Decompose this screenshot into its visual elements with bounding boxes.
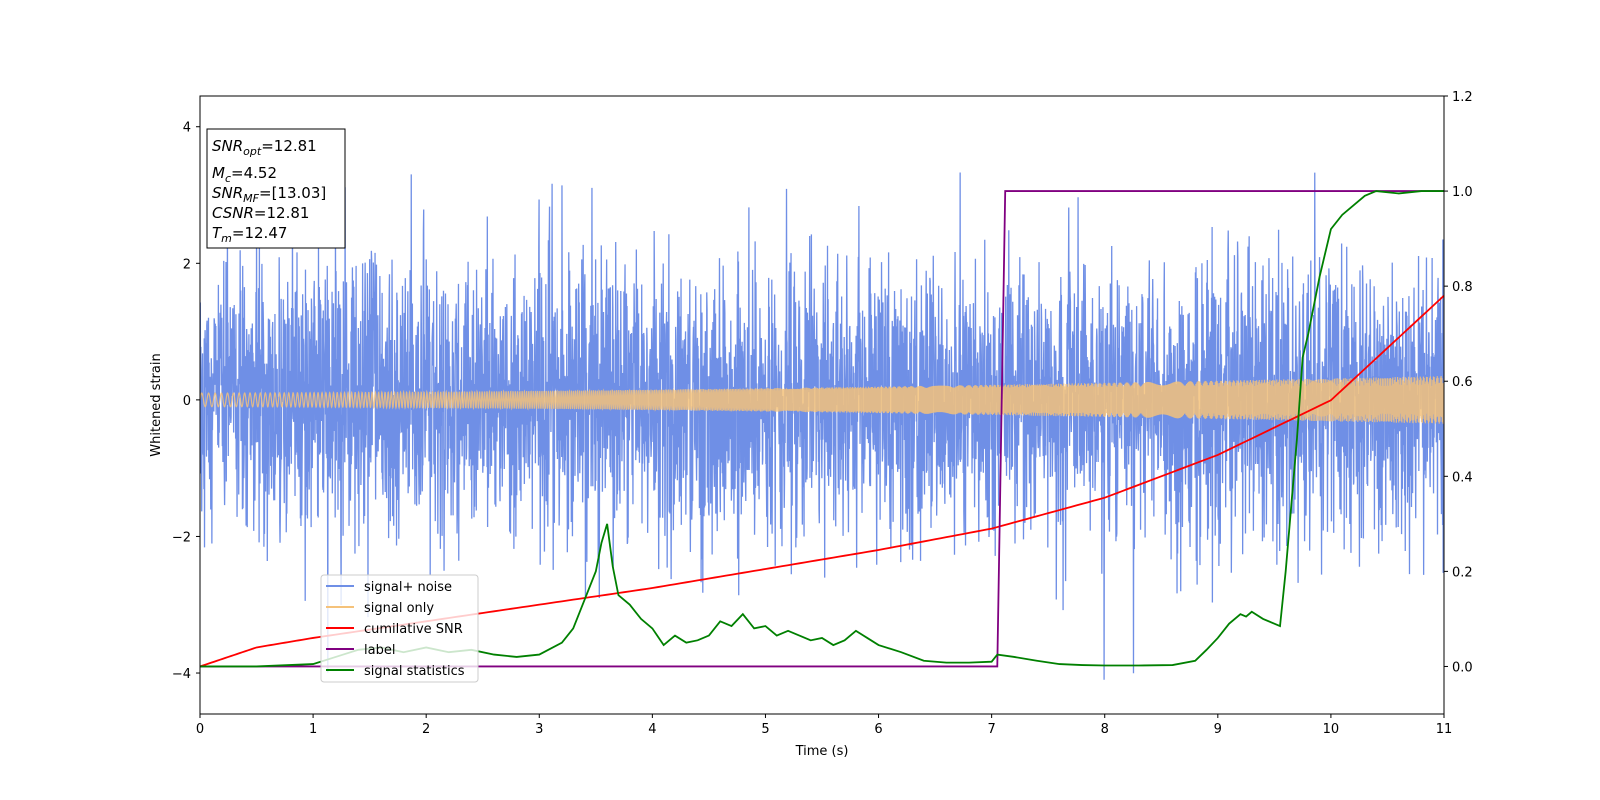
info-tm: Tm=12.47 [212,224,287,245]
series-signal-statistics [200,190,1444,668]
info-snr-opt-sub: opt [243,145,262,158]
x-tick-label: 2 [422,722,430,737]
info-snr-mf: SNRMF=[13.03] [212,184,326,205]
series-label [200,190,1444,668]
series-cumulative-snr [200,294,1444,668]
info-snr-opt-name: SNR [212,137,243,155]
x-tick-label: 11 [1436,722,1453,737]
series-signal-noise [200,172,1444,680]
legend-label-label: label [364,643,395,658]
x-tick-label: 10 [1323,722,1340,737]
info-mc-value: =4.52 [231,164,277,182]
legend-label-signal-only: signal only [364,601,434,616]
series-signal-only [200,376,1444,424]
x-tick-label: 0 [196,722,204,737]
y-axis-label: Whitened strain [149,353,164,456]
y-right-tick-label: 0.6 [1452,375,1473,390]
x-tick-label: 9 [1214,722,1222,737]
info-tm-value: =12.47 [232,224,288,242]
y-right-tick-label: 1.0 [1452,185,1473,200]
info-snr-opt: SNRopt=12.81 [212,137,317,158]
info-box: SNRopt=12.81 Mc=4.52 SNRMF=[13.03] CSNR=… [206,128,346,249]
y-right-tick-label: 0.2 [1452,565,1473,580]
x-tick-label: 8 [1101,722,1109,737]
plot-layer [200,172,1444,680]
x-axis: 0 1 2 3 4 5 6 7 8 9 10 11 [196,714,1452,737]
legend: signal+ noise signal only cumilative SNR… [320,574,479,683]
y-left-tick-label: −4 [172,667,191,682]
legend-label-signal-statistics: signal statistics [364,664,465,679]
x-tick-label: 7 [987,722,995,737]
info-csnr: CSNR=12.81 [212,204,309,222]
x-tick-label: 1 [309,722,317,737]
y-right-tick-label: 0.4 [1452,470,1473,485]
info-box-frame [206,128,346,249]
y-left-tick-label: 2 [183,257,191,272]
x-tick-label: 4 [648,722,656,737]
info-mc-name: M [212,164,225,182]
info-mc: Mc=4.52 [212,164,277,185]
y-left-tick-label: 4 [183,121,191,136]
x-axis-label: Time (s) [795,744,849,759]
x-tick-label: 5 [761,722,769,737]
y-right-tick-label: 0.8 [1452,280,1473,295]
info-snr-mf-name: SNR [212,184,243,202]
x-tick-label: 6 [874,722,882,737]
plot-frame [199,95,1445,715]
info-snr-mf-sub: MF [243,192,259,205]
y-left-tick-label: −2 [172,530,191,545]
info-tm-name: T [212,224,223,242]
legend-frame [320,574,479,683]
info-tm-sub: m [221,232,232,245]
legend-label-signal-noise: signal+ noise [364,580,452,595]
info-snr-opt-value: =12.81 [261,137,317,155]
info-snr-mf-value: =[13.03] [259,184,326,202]
y-axis-left: −4 −2 0 2 4 [172,121,200,682]
legend-label-cumulative-snr: cumilative SNR [364,622,463,637]
info-mc-sub: c [225,172,231,185]
y-left-tick-label: 0 [183,394,191,409]
info-csnr-value: =12.81 [254,204,310,222]
y-right-tick-label: 1.2 [1452,90,1473,105]
y-right-tick-label: 0.0 [1452,660,1473,675]
x-tick-label: 3 [535,722,543,737]
info-csnr-name: CSNR [212,204,254,222]
y-axis-right: 0.0 0.2 0.4 0.6 0.8 1.0 1.2 [1444,90,1473,675]
